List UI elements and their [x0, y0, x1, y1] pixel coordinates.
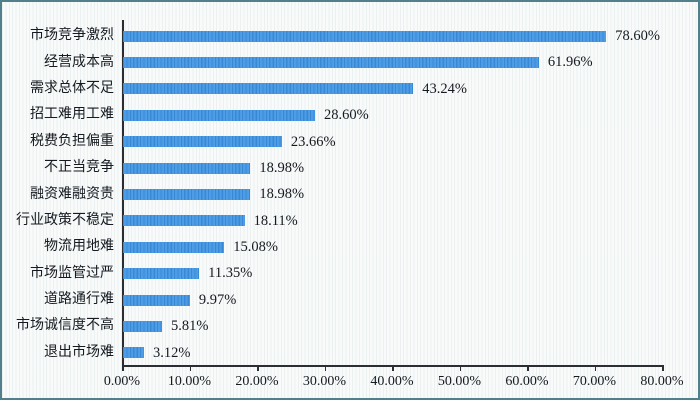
value-label: 9.97%: [198, 291, 237, 308]
bar-rows: 市场竞争激烈 78.60% 经营成本高 61.96% 需求总体不足 43.24% 招工难用工…: [2, 23, 692, 366]
bar-row: 经营成本高 61.96%: [2, 49, 692, 75]
value-label: 43.24%: [422, 80, 467, 97]
bar-row: 道路通行难 9.97%: [2, 287, 692, 313]
category-label: 税费负担偏重: [30, 133, 114, 149]
bar: [123, 320, 162, 332]
bar-track: 3.12%: [123, 346, 660, 361]
category-label: 市场诚信度不高: [16, 318, 114, 334]
bar-row: 税费负担偏重 23.66%: [2, 129, 692, 155]
category-label: 不正当竞争: [44, 160, 114, 176]
bar-row: 市场监管过严 11.35%: [2, 261, 692, 287]
y-axis-line: [122, 20, 124, 365]
value-label: 5.81%: [170, 318, 209, 335]
bar: [123, 189, 251, 201]
x-tick-label: 60.00%: [505, 374, 549, 389]
category-label: 道路通行难: [44, 292, 114, 308]
value-label: 61.96%: [547, 54, 593, 71]
x-tick-label: 80.00%: [640, 374, 684, 389]
value-label: 3.12%: [152, 344, 191, 361]
bar-row: 市场竞争激烈 78.60%: [2, 23, 692, 49]
bar-track: 18.11%: [123, 214, 660, 229]
x-tick-mark: [594, 365, 596, 371]
bar-track: 11.35%: [123, 266, 660, 281]
bar: [123, 268, 200, 280]
category-label: 市场竞争激烈: [30, 28, 114, 44]
value-label: 18.98%: [259, 186, 305, 203]
bar-row: 融资难融资贵 18.98%: [2, 181, 692, 207]
x-tick-label: 70.00%: [572, 374, 617, 389]
x-tick-label: 50.00%: [437, 374, 482, 389]
category-label: 退出市场难: [44, 344, 114, 360]
x-tick-mark: [257, 365, 259, 371]
bar: [123, 57, 539, 69]
bar: [123, 109, 315, 121]
category-label: 需求总体不足: [30, 80, 114, 96]
x-tick-mark: [122, 365, 124, 371]
bar-track: 18.98%: [123, 161, 660, 176]
value-label: 28.60%: [323, 107, 369, 124]
bar-track: 5.81%: [123, 319, 660, 334]
bar: [123, 347, 144, 359]
category-label: 行业政策不稳定: [16, 212, 114, 228]
x-tick-mark: [527, 365, 529, 371]
category-label: 招工难用工难: [30, 107, 114, 123]
x-tick-mark: [189, 365, 191, 371]
bar: [123, 83, 414, 95]
value-label: 11.35%: [208, 265, 253, 282]
bar-track: 15.08%: [123, 240, 660, 255]
bar-track: 43.24%: [123, 82, 660, 97]
bar: [123, 30, 607, 42]
x-tick-mark: [662, 365, 664, 371]
bar-track: 18.98%: [123, 187, 660, 202]
value-label: 78.60%: [615, 27, 660, 44]
bar: [123, 294, 190, 306]
bar: [123, 241, 225, 253]
x-tick-mark: [392, 365, 394, 371]
x-tick-label: 30.00%: [302, 374, 347, 389]
bar-row: 退出市场难 3.12%: [2, 340, 692, 366]
bar-track: 9.97%: [123, 293, 660, 308]
bar-row: 不正当竞争 18.98%: [2, 155, 692, 181]
category-label: 经营成本高: [44, 54, 114, 70]
x-tick-label: 10.00%: [167, 374, 212, 389]
value-label: 23.66%: [290, 133, 336, 150]
bar-row: 市场诚信度不高 5.81%: [2, 313, 692, 339]
x-tick-mark: [459, 365, 461, 371]
bar-row: 需求总体不足 43.24%: [2, 76, 692, 102]
bar: [123, 136, 282, 148]
value-label: 18.11%: [253, 212, 298, 229]
bar-row: 行业政策不稳定 18.11%: [2, 208, 692, 234]
x-axis-ticks: 0.00% 10.00% 20.00% 30.00% 40.00% 50.00% 60.00…: [104, 365, 684, 395]
value-label: 15.08%: [233, 239, 278, 256]
category-label: 融资难融资贵: [30, 186, 114, 202]
bar-track: 28.60%: [123, 108, 660, 123]
bar-track: 78.60%: [123, 29, 660, 44]
bar-track: 61.96%: [123, 55, 660, 70]
x-tick-label: 20.00%: [235, 374, 279, 389]
bar: [123, 215, 245, 227]
category-label: 物流用地难: [44, 239, 114, 255]
x-tick-label: 0.00%: [103, 374, 141, 389]
x-tick-mark: [324, 365, 326, 371]
value-label: 18.98%: [259, 159, 305, 176]
bar-track: 23.66%: [123, 133, 660, 150]
x-tick-label: 40.00%: [370, 374, 414, 389]
bar: [123, 162, 251, 174]
category-label: 市场监管过严: [30, 265, 114, 281]
bar-row: 物流用地难 15.08%: [2, 234, 692, 260]
bar-row: 招工难用工难 28.60%: [2, 102, 692, 128]
